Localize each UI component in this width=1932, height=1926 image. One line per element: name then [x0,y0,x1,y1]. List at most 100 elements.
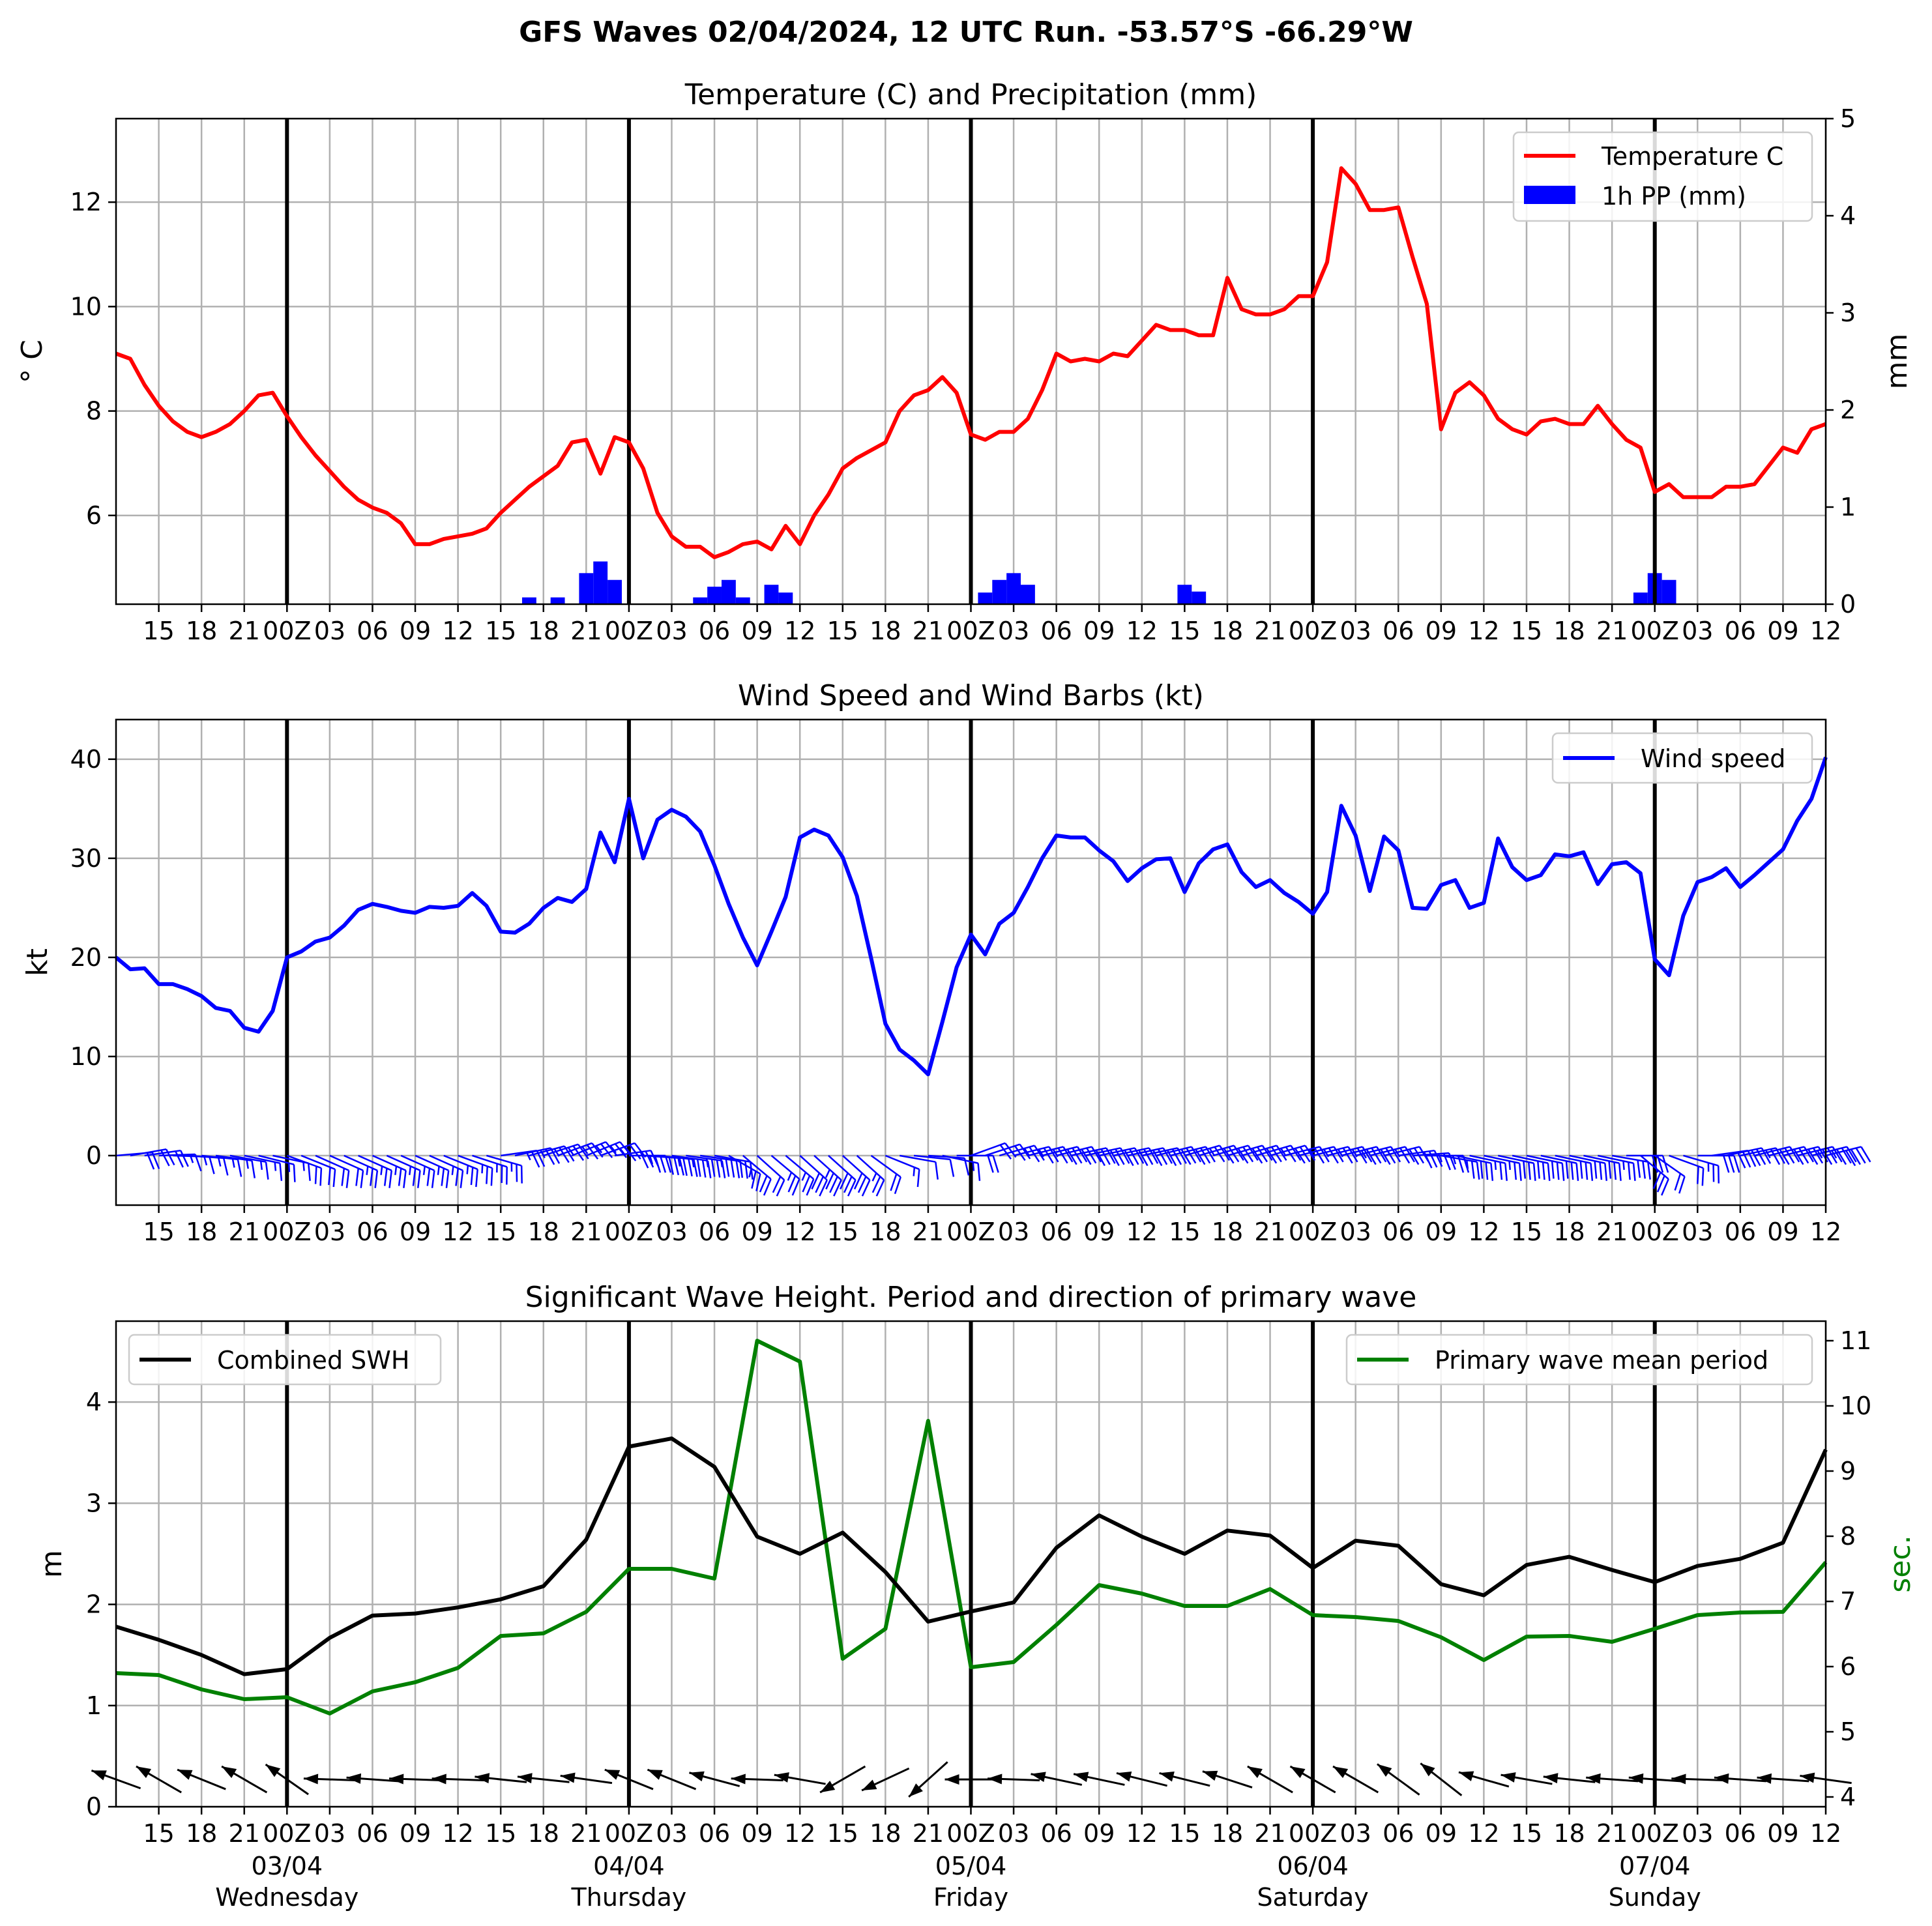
wind-barb-flag [1661,1155,1669,1173]
wind-barb-flag [679,1158,685,1176]
wind-barb-shaft [870,1154,901,1178]
wind-barb-shaft [700,1154,737,1162]
wind-barb-flag [688,1158,693,1176]
wave-direction-arrow [177,1768,226,1790]
wind-barb [742,1155,772,1196]
wind-barb-flag [916,1169,920,1188]
x-tick-label: 15 [1511,1218,1542,1246]
x-tick-label: 21 [570,1819,602,1848]
x-tick-label: 06 [1040,1218,1072,1246]
wind-barb-flag [853,1173,863,1189]
wind-barb-flag [1462,1155,1470,1173]
wave-direction-arrow [604,1768,654,1790]
x-tick-label: 03 [1339,1218,1371,1246]
wind-barb-flag [819,1179,828,1197]
wind-barb [215,1154,256,1178]
legend-box [1512,131,1813,222]
wave-direction-arrow [1500,1772,1553,1785]
x-tick-label: 09 [1426,1218,1457,1246]
wind-barb-shaft [1070,1147,1107,1157]
wind-barb-shaft [714,1154,751,1163]
wind-barb-flag [890,1173,898,1191]
wave-direction-arrow-head [774,1772,789,1783]
wind-barb-shaft [557,1142,593,1157]
wind-barb-shaft [1270,1145,1306,1157]
wind-barb-shaft [258,1154,295,1165]
wave-direction-arrow-head [1628,1773,1644,1784]
wind-barb [813,1155,842,1197]
precip-bar [992,579,1007,604]
x-tick-label: 18 [1553,617,1585,645]
wave-direction-arrow-head [1420,1763,1435,1777]
wind-barb-flag [1556,1161,1560,1180]
y-tick-label: 3 [86,1489,102,1517]
wind-barb-flag [802,1175,811,1193]
x-tick-label: 15 [827,1218,858,1246]
precip-bar [978,592,993,604]
x-tick-label: 21 [913,1218,944,1246]
wind-barb [1512,1154,1551,1181]
wave-direction-arrow-head [389,1773,404,1785]
y-tick-label: 6 [86,501,102,530]
wind-barb-shaft [813,1155,842,1181]
wind-barb-flag [265,1161,269,1180]
wind-barb-half-flag [748,1168,752,1178]
x-tick-label: 12 [1468,1218,1499,1246]
x-tick-label: 03 [656,1819,687,1848]
wind-barb-shaft [1484,1154,1520,1164]
wind-barb [300,1154,336,1188]
wind-barb-flag [355,1168,359,1186]
wind-barb-shaft [1170,1146,1207,1157]
wave-direction-arrow [1586,1773,1639,1784]
wind-barb-flag [696,1159,701,1177]
wind-barb-flag [520,1165,523,1184]
x-tick-label: 12 [784,1218,815,1246]
wind-barb [258,1154,296,1182]
y-axis-label: m [35,1550,68,1578]
wind-barb-flag [370,1168,373,1186]
wind-barb-flag [935,1161,939,1180]
wave-height-line [115,1437,1828,1676]
wave-direction-arrow-head [1247,1766,1263,1779]
wave-direction-arrow [647,1768,697,1790]
wind-barb-half-flag [871,1173,877,1182]
x-tick-label: 03 [314,617,345,645]
wind-barb-flag [815,1176,825,1193]
wind-barb-flag [977,1163,981,1181]
wind-barb [828,1155,856,1197]
wind-barb-shaft [1341,1146,1377,1157]
wind-barb-flag [1499,1161,1503,1180]
wind-barb-flag [1594,1161,1598,1179]
wind-barb [728,1154,761,1191]
wave-direction-arrow-head [1377,1764,1392,1777]
wind-barb-shaft [671,1154,709,1162]
wind-barb-shaft [1013,1146,1049,1157]
x-tick-label: 00Z [1631,1819,1679,1848]
precip-bar [1192,591,1207,604]
x-tick-label: 15 [485,1218,516,1246]
wind-barb-flag [772,1176,782,1193]
wind-barb-flag [1485,1161,1489,1180]
wind-barb-shaft [913,1154,950,1161]
wave-direction-arrow-head [647,1770,663,1780]
wave-direction-arrow-head [1031,1772,1046,1783]
x-tick-label: 09 [741,1819,772,1848]
panel-title: Significant Wave Height. Period and dire… [525,1281,1417,1314]
wind-barb-half-flag [913,1167,916,1176]
wind-barb-flag [544,1148,555,1165]
wave-direction-arrow [1116,1771,1167,1787]
wave-direction-arrow-head [1333,1766,1349,1779]
wind-barb-flag [701,1160,707,1178]
wind-barb-flag [999,1144,1012,1160]
wind-barb-shaft [1555,1154,1591,1164]
wind-barb-shaft [1526,1154,1563,1164]
wind-barb-flag [1561,1163,1565,1181]
wind-barb-flag [360,1170,364,1188]
wind-barb-shaft [1141,1147,1178,1157]
precip-bar [693,597,708,604]
wind-barb-half-flag [1494,1161,1497,1170]
x-tick-label: 09 [400,617,431,645]
wind-barb-shaft [1113,1147,1150,1157]
wind-barb-flag [682,1158,688,1176]
x-tick-label: 12 [1810,617,1841,645]
